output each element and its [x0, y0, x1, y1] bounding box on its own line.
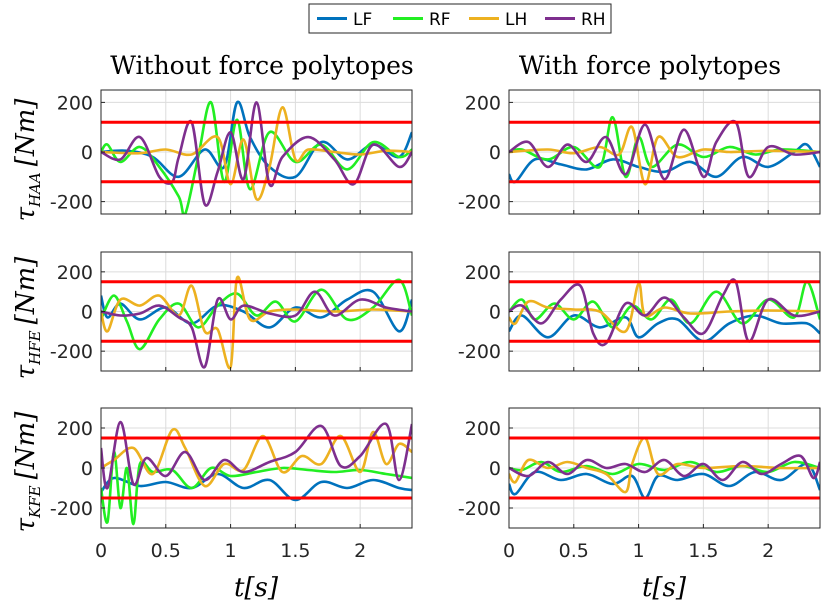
- panel-r3-c1-series-lf: [101, 472, 412, 502]
- svg-text:τHAA[Nm]: τHAA [Nm]: [11, 98, 44, 222]
- ylabel-row-1-unit: [Nm]: [11, 98, 41, 167]
- panel-r3-c1-series-rf: [101, 450, 412, 526]
- panel-r2-c2-series-lf: [509, 314, 820, 343]
- panel-r3-c2-ytick-label: 0: [489, 458, 501, 480]
- panel-r3-c1-ytick-label: -200: [50, 498, 93, 520]
- panel-r1-c1-ytick-label: 200: [57, 92, 93, 114]
- panel-r3-c1-ytick-label: 200: [57, 418, 93, 440]
- panel-r3-c2-xtick-label: 0: [503, 540, 515, 562]
- panel-r1-c1-ytick-label: -200: [50, 192, 93, 214]
- panel-r1-c2-series-lh: [509, 125, 820, 186]
- panel-r3-c2-xtick-label: 2: [762, 540, 774, 562]
- panel-r3-c1-ytick-label: 0: [81, 458, 93, 480]
- panel-r2-c1-series-lh: [101, 275, 412, 370]
- panel-r3-c1-xtick-label: 1.5: [280, 540, 310, 562]
- legend-label-rh: RH: [581, 10, 606, 30]
- panel-r1-c2-ytick-label: 200: [465, 92, 501, 114]
- svg-text:τHFE[Nm]: τHFE [Nm]: [11, 256, 44, 379]
- panel-r3-c1-xtick-label: 2: [354, 540, 366, 562]
- ylabel-row-3-main: τ: [11, 517, 41, 532]
- ylabel-row-3: τKFE [Nm]: [11, 411, 44, 533]
- ylabel-row-1-sub: HAA: [26, 172, 44, 208]
- panel-r2-c2-ytick-label: -200: [458, 341, 501, 363]
- ylabel-row-3-unit: [Nm]: [11, 411, 41, 480]
- ylabel-row-2-main: τ: [11, 364, 41, 379]
- panel-r2-c1-series-lf: [101, 288, 412, 333]
- panel-r3-c1-xtick-label: 0: [95, 540, 107, 562]
- panel-r3-c2-series-lh: [509, 436, 820, 494]
- panel-r1-c2: 200 0 -200: [458, 89, 821, 215]
- panel-r1-c2-series-rh: [509, 119, 820, 181]
- legend-label-lf: LF: [353, 10, 372, 30]
- panel-r2-c1-ytick-label: 0: [81, 302, 93, 324]
- ylabel-row-1-main: τ: [11, 206, 41, 221]
- legend: LF RF LH RH: [308, 3, 612, 34]
- panel-r2-c2: 200 0 -200: [458, 251, 821, 372]
- panel-r3-c1-xtick-label: 0.5: [151, 540, 181, 562]
- panel-r1-c2-ytick-label: -200: [458, 192, 501, 214]
- panel-r1-c2-ytick-label: 0: [489, 142, 501, 164]
- panel-r1-c1-ytick-label: 0: [81, 142, 93, 164]
- xlabel-right: t[s]: [642, 573, 687, 603]
- ylabel-row-2-unit: [Nm]: [11, 256, 41, 325]
- panel-r1-c1: 200 0 -200: [50, 89, 413, 215]
- panels: 2000-2002000-2002000-2002000-2002000-200…: [50, 89, 821, 562]
- panel-r3-c2-xtick-label: 1: [633, 540, 645, 562]
- column-title-right: With force polytopes: [519, 51, 781, 80]
- legend-label-lh: LH: [505, 10, 527, 30]
- panel-r3-c1-series-rh: [101, 420, 412, 490]
- panel-r2-c1-ytick-label: 200: [57, 262, 93, 284]
- panel-r2-c1: 200 0 -200: [50, 251, 413, 372]
- panel-r3-c2-series-rh: [509, 454, 820, 482]
- panel-r3-c2-xtick-label: 1.5: [688, 540, 718, 562]
- ylabel-row-1: τHAA [Nm]: [11, 98, 44, 222]
- panel-r3-c2-ytick-label: 200: [465, 418, 501, 440]
- ylabel-row-2-sub: HFE: [26, 330, 44, 365]
- xlabel-left: t[s]: [234, 573, 279, 603]
- ylabel-row-2: τHFE [Nm]: [11, 256, 44, 379]
- panel-r3-c2-series-lf: [509, 462, 820, 500]
- panel-r2-c2-ytick-label: 200: [465, 262, 501, 284]
- legend-label-rf: RF: [429, 10, 451, 30]
- panel-r2-c1-series-rh: [101, 290, 412, 369]
- panel-r3-c1-xtick-label: 1: [225, 540, 237, 562]
- ylabel-row-3-sub: KFE: [26, 485, 44, 519]
- svg-text:τKFE[Nm]: τKFE [Nm]: [11, 411, 44, 533]
- column-title-left: Without force polytopes: [110, 51, 413, 80]
- panel-r2-c2-ytick-label: 0: [489, 302, 501, 324]
- panel-r3-c1-series-lh: [101, 427, 412, 488]
- panel-r3-c2-xtick-label: 0.5: [559, 540, 589, 562]
- panel-r2-c1-ytick-label: -200: [50, 341, 93, 363]
- panel-r3-c2-ytick-label: -200: [458, 498, 501, 520]
- panel-r2-c1-series-rf: [101, 278, 412, 351]
